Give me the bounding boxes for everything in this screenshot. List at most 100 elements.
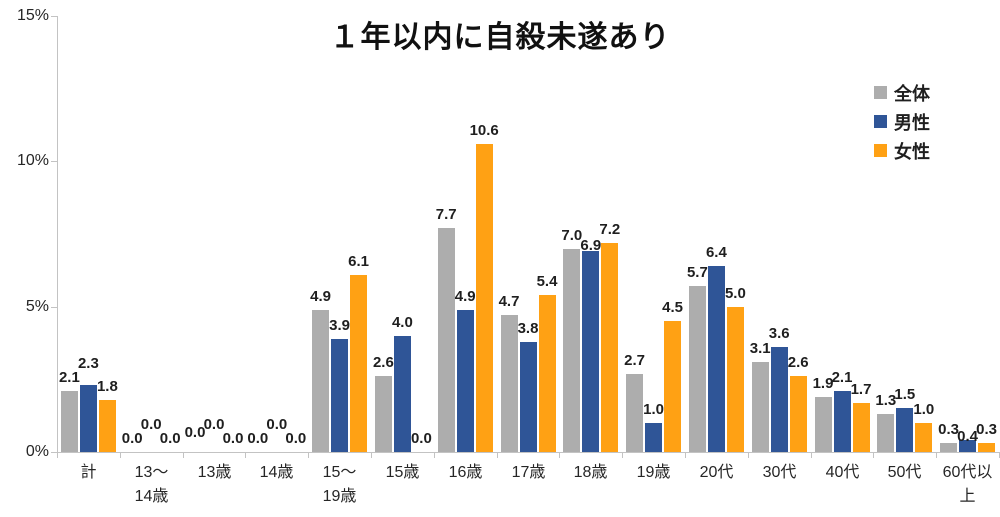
bar-overall xyxy=(437,228,455,452)
x-axis-label: 13〜 14歳 xyxy=(134,464,169,505)
value-label-female: 5.4 xyxy=(536,273,558,290)
x-axis-tick xyxy=(811,452,812,458)
bar-overall xyxy=(312,309,330,452)
value-label-overall: 7.7 xyxy=(435,206,457,224)
value-label-male: 0.0 xyxy=(140,416,162,433)
bar-female xyxy=(852,402,870,452)
x-axis-tick xyxy=(57,452,58,458)
bar-female xyxy=(98,399,116,452)
x-axis-tick xyxy=(497,452,498,458)
x-axis-tick xyxy=(245,452,246,458)
value-label-overall: 0.3 xyxy=(938,421,960,439)
bar-male xyxy=(959,440,977,452)
value-label-female: 0.0 xyxy=(285,430,307,447)
value-label-male: 1.5 xyxy=(894,386,916,404)
x-axis-tick xyxy=(371,452,372,458)
value-label-female: 0.0 xyxy=(222,430,244,447)
value-label-male: 4.0 xyxy=(391,313,413,331)
value-label-female: 4.5 xyxy=(662,299,684,317)
x-axis-tick xyxy=(434,452,435,458)
bar-female xyxy=(538,295,556,452)
value-label-male: 6.9 xyxy=(580,237,602,255)
x-axis-tick xyxy=(622,452,623,458)
value-label-overall: 1.3 xyxy=(875,392,897,410)
y-axis-tick-label: 15% xyxy=(16,7,49,24)
value-label-female: 10.6 xyxy=(469,121,499,139)
bar-overall xyxy=(60,391,78,452)
legend-item-overall: 全体 xyxy=(874,82,930,104)
value-label-overall: 4.9 xyxy=(310,287,332,305)
value-label-female: 1.0 xyxy=(913,400,935,418)
value-label-female: 1.8 xyxy=(96,377,118,395)
value-label-overall: 3.1 xyxy=(749,339,771,357)
bar-overall xyxy=(626,373,644,452)
bar-overall xyxy=(940,443,958,452)
value-label-female: 2.6 xyxy=(787,354,809,372)
legend-swatch-overall xyxy=(874,86,887,99)
value-label-male: 4.9 xyxy=(454,287,476,305)
legend-swatch-male xyxy=(874,115,887,128)
x-axis-tick xyxy=(873,452,874,458)
y-axis-tick xyxy=(51,452,57,453)
bar-male xyxy=(456,309,474,452)
y-axis-tick xyxy=(51,161,57,162)
value-label-male: 3.6 xyxy=(768,325,790,343)
bar-male xyxy=(833,391,851,452)
value-label-female: 0.3 xyxy=(976,421,998,439)
value-label-male: 3.8 xyxy=(517,319,539,337)
value-label-overall: 4.7 xyxy=(498,293,520,311)
bar-male xyxy=(582,251,600,452)
value-label-female: 6.1 xyxy=(348,252,370,270)
bar-male xyxy=(393,335,411,452)
x-axis-label: 15〜 19歳 xyxy=(322,464,357,505)
y-axis-tick xyxy=(51,16,57,17)
x-axis-tick xyxy=(936,452,937,458)
x-axis-label: 18歳 xyxy=(573,464,608,481)
legend-label-overall: 全体 xyxy=(894,83,930,104)
value-label-male: 0.4 xyxy=(957,428,979,446)
bar-male xyxy=(645,422,663,452)
y-axis xyxy=(57,16,58,452)
x-axis-label: 13歳 xyxy=(197,464,232,481)
bar-overall xyxy=(751,361,769,452)
x-axis-tick xyxy=(685,452,686,458)
value-label-male: 2.3 xyxy=(77,355,99,373)
value-label-overall: 2.6 xyxy=(372,354,394,372)
value-label-overall: 0.0 xyxy=(247,430,269,447)
bar-male xyxy=(896,408,914,452)
x-axis-label: 15歳 xyxy=(385,464,420,481)
bar-female xyxy=(978,443,996,452)
value-label-overall: 1.9 xyxy=(812,374,834,392)
x-axis-label: 17歳 xyxy=(511,464,546,481)
x-axis-label: 60代以 上 xyxy=(942,464,993,505)
bar-overall xyxy=(563,248,581,452)
x-axis-label: 20代 xyxy=(699,464,734,481)
value-label-male: 6.4 xyxy=(705,244,727,261)
bar-female xyxy=(350,274,368,452)
x-axis-label: 16歳 xyxy=(448,464,483,481)
bar-male xyxy=(331,338,349,452)
legend-item-female: 女性 xyxy=(874,140,930,162)
value-label-male: 3.9 xyxy=(329,316,351,334)
value-label-male: 0.0 xyxy=(203,416,225,433)
x-axis-tick xyxy=(120,452,121,458)
y-axis-tick-label: 0% xyxy=(25,443,49,460)
x-axis-label: 19歳 xyxy=(636,464,671,481)
bar-male xyxy=(707,266,725,452)
value-label-overall: 2.7 xyxy=(624,351,646,369)
legend: 全体男性女性 xyxy=(874,82,930,162)
bar-overall xyxy=(814,396,832,452)
bar-male xyxy=(79,385,97,452)
bar-overall xyxy=(374,376,392,452)
bar-female xyxy=(664,321,682,452)
y-axis-tick-label: 5% xyxy=(25,298,49,315)
bar-male xyxy=(770,347,788,452)
value-label-overall: 7.0 xyxy=(561,226,583,244)
value-label-male: 1.0 xyxy=(643,400,665,418)
y-axis-tick-label: 10% xyxy=(16,152,49,169)
value-label-overall: 0.0 xyxy=(184,424,206,441)
legend-label-male: 男性 xyxy=(894,112,930,133)
bar-female xyxy=(915,422,933,452)
bar-overall xyxy=(500,315,518,452)
